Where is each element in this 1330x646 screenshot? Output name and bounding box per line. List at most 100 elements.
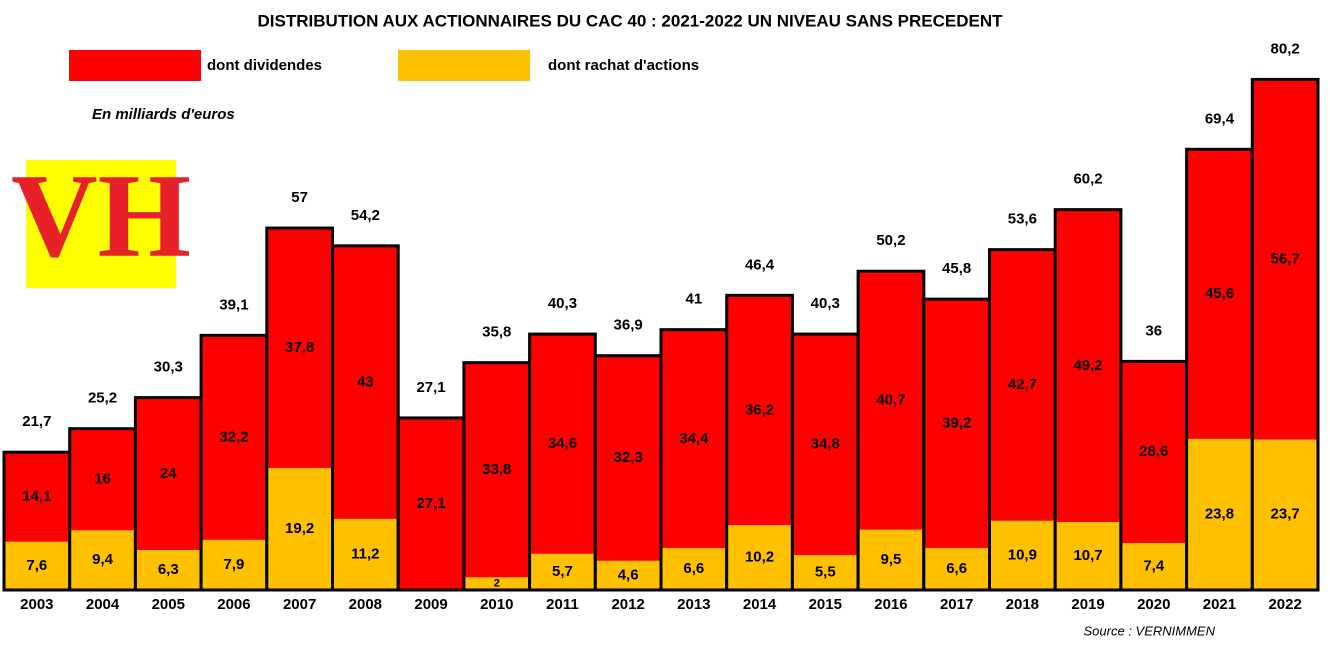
total-label: 27,1 <box>416 379 445 396</box>
data-label: 23,7 <box>1271 506 1300 523</box>
bar-segment <box>135 549 202 590</box>
total-label: 39,1 <box>219 296 248 313</box>
bar-segment <box>858 529 924 590</box>
x-tick-label: 2009 <box>414 596 447 613</box>
data-label: 27,1 <box>416 495 445 512</box>
bar-segment <box>529 334 596 554</box>
data-label: 14,1 <box>22 488 51 505</box>
bar-segment <box>726 295 793 526</box>
bar-segment <box>266 468 333 590</box>
data-label: 2 <box>494 578 500 590</box>
total-label: 69,4 <box>1205 110 1235 127</box>
x-tick-label: 2008 <box>349 596 382 613</box>
total-label: 36,9 <box>614 317 643 334</box>
data-label: 32,3 <box>614 449 643 466</box>
total-label: 57 <box>291 189 308 206</box>
bar-segment <box>201 539 267 590</box>
bar-segment <box>858 271 924 530</box>
total-label: 60,2 <box>1073 171 1102 188</box>
data-label: 40,7 <box>876 391 905 408</box>
subtitle: En milliards d'euros <box>92 106 235 123</box>
bar-segment <box>726 525 793 590</box>
x-tick-label: 2006 <box>217 596 250 613</box>
bar-segment <box>332 245 399 519</box>
data-label: 16 <box>94 470 111 487</box>
data-label: 34,8 <box>811 436 840 453</box>
bar-segment <box>792 334 859 556</box>
x-tick-label: 2004 <box>86 596 120 613</box>
total-label: 80,2 <box>1271 40 1300 57</box>
x-tick-label: 2005 <box>152 596 185 613</box>
bar-segment <box>1186 438 1253 590</box>
data-label: 19,2 <box>285 520 314 537</box>
data-label: 7,4 <box>1143 557 1165 574</box>
total-label: 50,2 <box>876 232 905 249</box>
bar-segment <box>398 417 464 590</box>
total-label: 21,7 <box>22 413 51 430</box>
data-label: 6,3 <box>158 561 179 578</box>
total-label: 41 <box>686 291 703 308</box>
bar-segment <box>1252 439 1318 590</box>
x-tick-label: 2022 <box>1268 596 1301 613</box>
logo: VH <box>11 149 191 282</box>
x-tick-label: 2010 <box>480 596 513 613</box>
bar-segment <box>4 452 70 542</box>
legend-label: dont rachat d'actions <box>548 57 699 74</box>
data-label: 43 <box>357 373 374 390</box>
x-tick-label: 2015 <box>809 596 842 613</box>
data-label: 11,2 <box>351 545 379 562</box>
bar-outline <box>1250 77 1320 592</box>
x-tick-label: 2003 <box>20 596 53 613</box>
total-label: 40,3 <box>811 295 840 312</box>
bar-segment <box>989 249 1056 521</box>
logo-box <box>26 160 176 288</box>
data-label: 42,7 <box>1008 376 1037 393</box>
bar-segment <box>4 541 70 590</box>
data-label: 5,7 <box>552 563 573 580</box>
data-label: 34,6 <box>548 435 577 452</box>
total-label: 54,2 <box>351 207 380 224</box>
total-label: 45,8 <box>942 260 971 277</box>
data-label: 10,7 <box>1073 547 1102 564</box>
data-label: 9,5 <box>881 551 902 568</box>
bar-segment <box>1120 543 1187 590</box>
bar-segment <box>989 520 1056 590</box>
total-label: 30,3 <box>154 359 183 376</box>
data-label: 49,2 <box>1073 357 1102 374</box>
total-label: 35,8 <box>482 324 511 341</box>
bar-segment <box>595 355 661 561</box>
legend-swatch <box>398 50 530 81</box>
data-label: 6,6 <box>946 560 967 577</box>
bar-segment <box>463 577 530 590</box>
total-label: 40,3 <box>548 295 577 312</box>
x-tick-label: 2021 <box>1203 596 1236 613</box>
bar-segment <box>529 553 596 590</box>
bar-segment <box>1186 149 1253 439</box>
bar-segment <box>661 548 727 590</box>
data-label: 37,8 <box>285 339 314 356</box>
bar-segment <box>1055 522 1121 590</box>
x-tick-label: 2019 <box>1071 596 1104 613</box>
x-tick-label: 2016 <box>874 596 907 613</box>
x-tick-label: 2012 <box>611 596 644 613</box>
data-label: 33,8 <box>482 461 511 478</box>
data-label: 6,6 <box>683 560 704 577</box>
data-label: 10,2 <box>745 549 774 566</box>
bar-segment <box>266 228 333 469</box>
bar-segment <box>135 397 202 550</box>
bar-segment <box>661 329 727 549</box>
source: Source : VERNIMMEN <box>1084 623 1216 638</box>
total-label: 53,6 <box>1008 211 1037 228</box>
x-tick-label: 2020 <box>1137 596 1170 613</box>
data-label: 24 <box>160 465 177 482</box>
data-label: 56,7 <box>1271 250 1300 267</box>
x-tick-label: 2011 <box>546 596 579 613</box>
data-label: 23,8 <box>1205 505 1234 522</box>
data-label: 28,6 <box>1139 443 1168 460</box>
bar-segment <box>201 335 267 540</box>
bar-segment <box>332 518 399 590</box>
data-label: 39,2 <box>942 415 971 432</box>
data-label: 9,4 <box>92 551 114 568</box>
total-label: 36 <box>1145 322 1162 339</box>
bar-segment <box>595 560 661 590</box>
